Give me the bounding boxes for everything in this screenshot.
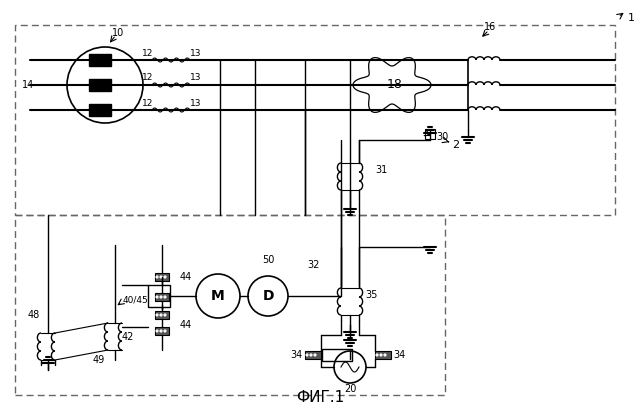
Bar — [322, 349, 352, 361]
Text: ФИГ.1: ФИГ.1 — [296, 390, 344, 405]
Text: 48: 48 — [28, 310, 40, 320]
Bar — [15, 25, 615, 215]
Text: 10: 10 — [112, 28, 124, 38]
Circle shape — [164, 276, 166, 278]
Circle shape — [164, 330, 166, 332]
Circle shape — [156, 276, 158, 278]
Circle shape — [334, 351, 366, 383]
Text: 50: 50 — [262, 255, 274, 265]
Bar — [15, 215, 445, 395]
Text: 34: 34 — [393, 350, 405, 360]
Bar — [148, 285, 170, 307]
Circle shape — [376, 354, 378, 356]
Text: 12: 12 — [142, 49, 154, 58]
Text: 49: 49 — [93, 355, 105, 365]
Bar — [89, 54, 111, 66]
Text: 42: 42 — [122, 332, 134, 342]
Circle shape — [156, 330, 158, 332]
Text: 1: 1 — [628, 13, 635, 23]
Text: 2: 2 — [452, 140, 459, 150]
Circle shape — [67, 47, 143, 123]
Circle shape — [306, 354, 308, 356]
Circle shape — [160, 330, 162, 332]
Text: 18: 18 — [387, 78, 403, 91]
Circle shape — [196, 274, 240, 318]
Text: D: D — [262, 289, 274, 303]
Text: 20: 20 — [344, 384, 356, 394]
Circle shape — [160, 276, 162, 278]
Text: 34: 34 — [291, 350, 303, 360]
Circle shape — [310, 354, 312, 356]
Circle shape — [384, 354, 386, 356]
Bar — [425, 129, 435, 139]
Text: 12: 12 — [142, 98, 154, 107]
Bar — [155, 273, 169, 281]
Circle shape — [160, 296, 162, 298]
Circle shape — [156, 296, 158, 298]
Text: 31: 31 — [375, 165, 387, 175]
Circle shape — [248, 276, 288, 316]
Text: 16: 16 — [484, 22, 496, 32]
Text: 44: 44 — [180, 320, 192, 330]
Circle shape — [164, 296, 166, 298]
Text: 13: 13 — [190, 98, 202, 107]
Circle shape — [314, 354, 316, 356]
Text: 13: 13 — [190, 49, 202, 58]
Bar — [89, 79, 111, 91]
Text: 35: 35 — [365, 290, 378, 300]
Bar — [305, 351, 321, 359]
Text: 14: 14 — [22, 80, 35, 90]
Text: 13: 13 — [190, 73, 202, 83]
Bar — [155, 327, 169, 335]
Text: M: M — [211, 289, 225, 303]
Text: 40/45: 40/45 — [123, 295, 148, 305]
Bar — [375, 351, 391, 359]
Circle shape — [160, 314, 162, 316]
Bar — [155, 293, 169, 301]
Circle shape — [380, 354, 382, 356]
Text: 12: 12 — [142, 73, 154, 83]
Circle shape — [164, 314, 166, 316]
Bar — [89, 104, 111, 116]
Text: 44: 44 — [180, 272, 192, 282]
Circle shape — [156, 314, 158, 316]
Text: 32: 32 — [308, 260, 320, 270]
Bar — [155, 311, 169, 319]
Text: 30: 30 — [436, 132, 448, 142]
